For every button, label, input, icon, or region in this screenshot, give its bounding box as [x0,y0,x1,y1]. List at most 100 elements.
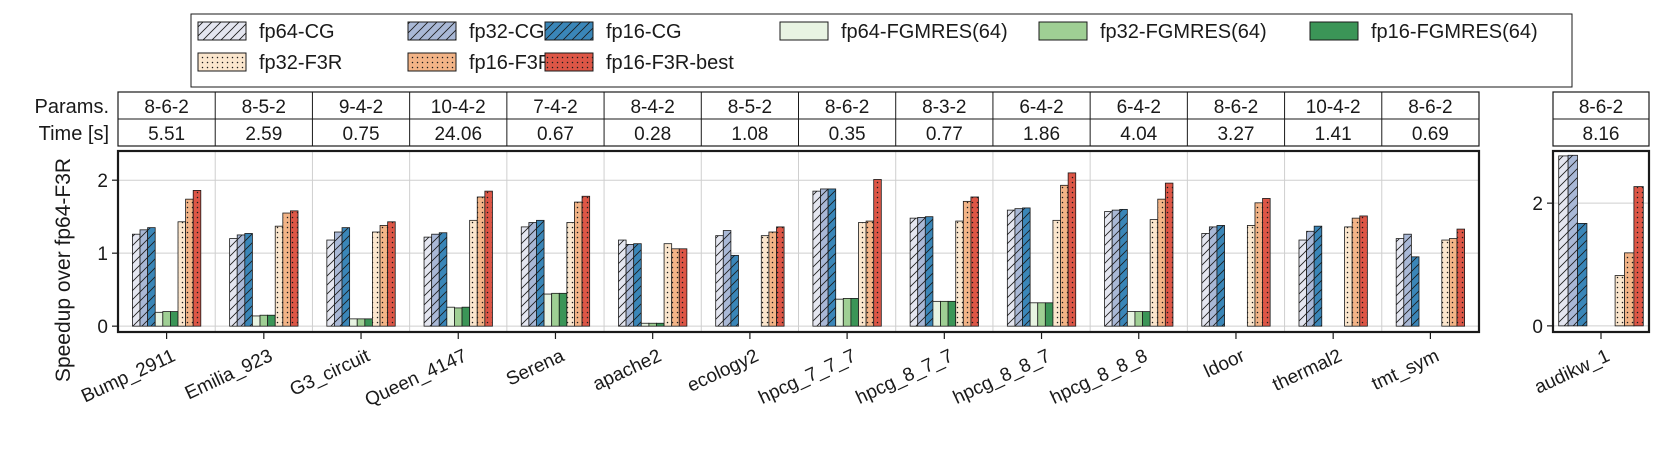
bar-hatch [626,244,634,327]
x-tick-label-apache2: apache2 [590,345,665,395]
bar-hatch [1150,219,1158,327]
bar-group-apache2 [618,239,688,327]
bar-group-ldoor [1201,198,1271,327]
bar-hatch [618,240,627,327]
params-time-table: Params. Time [s] 8-6-2 5.51 8-5-2 2.59 9-4-2 0.… [35,91,1650,147]
legend-swatch-hatch [408,53,456,71]
legend-label: fp16-F3R-best [606,52,734,74]
bar-fp16-fgmres-64 [947,300,957,327]
x-tick-label-hpcg-7-7-7: hpcg_7_7_7 [756,345,860,408]
legend-item-fp32-cg: fp32-CG [407,21,545,43]
legend-item-fp64-fgmres-64: fp64-FGMRES(64) [779,21,1008,43]
bar-hatch [1344,226,1353,327]
params-cell: 6-4-2 [1117,97,1161,118]
bar-hatch [664,243,672,327]
bar-hatch [1411,256,1419,327]
bar-hatch [1068,172,1076,327]
legend-swatch-hatch [198,53,246,71]
bar-hatch [866,221,874,327]
bar-fp64-fgmres-64 [1029,302,1039,327]
bar-hatch [1577,223,1587,326]
y-tick-label: 2 [1532,194,1543,215]
legend-label: fp32-F3R [259,52,342,74]
legend-label: fp16-CG [606,21,682,43]
bar-hatch [910,218,918,327]
bar-hatch [477,196,485,327]
bar-fp16-fgmres-64 [170,311,179,327]
params-cell: 9-4-2 [339,97,383,118]
legend-label: fp32-CG [469,21,545,43]
y-tick-label: 0 [97,317,108,338]
bar-fp64-fgmres-64 [252,315,261,327]
legend-label: fp64-FGMRES(64) [841,21,1008,43]
bar-hatch [1298,240,1307,327]
bar-fp16-fgmres-64 [1142,311,1151,327]
bar-hatch [1352,218,1360,327]
bar-fp64-fgmres-64 [1126,311,1136,327]
bar-hatch [1615,275,1625,326]
bar-hatch [1022,207,1031,327]
bar-hatch [761,235,769,327]
bar-fp32-fgmres-64 [551,292,560,327]
bar-hatch [431,234,440,327]
bar-hatch [1201,233,1210,327]
bar-hatch [1254,202,1263,327]
bar-group-hpcg-7-7-7 [812,179,882,327]
bar-hatch [372,232,381,327]
bar-hatch [290,210,299,327]
table-main: 8-6-2 5.51 8-5-2 2.59 9-4-2 0.75 10-4-2 24.06 7-… [117,91,1480,147]
bar-hatch [424,237,432,327]
params-cell: 8-6-2 [1579,97,1623,118]
legend-swatch [779,21,829,41]
bar-hatch [1262,198,1271,327]
params-cell: 10-4-2 [431,97,486,118]
time-row-label: Time [s] [39,123,109,145]
bar-hatch [633,243,642,327]
bar-hatch [1396,238,1404,327]
bar-hatch [1060,185,1069,327]
bar-fp16-fgmres-64 [850,298,859,327]
bar-hatch [1112,210,1120,327]
bar-hatch [730,255,739,327]
legend-label: fp32-FGMRES(64) [1100,21,1267,43]
bar-group-g3-circuit [326,221,396,327]
time-cell: 4.04 [1120,124,1157,145]
bar-fp16-fgmres-64 [1044,302,1054,327]
bar-hatch [574,202,583,327]
x-tick-label-hpcg-8-7-7: hpcg_8_7_7 [853,345,957,408]
bar-hatch [858,222,867,327]
bar-hatch [955,221,964,327]
bar-hatch [334,232,343,327]
legend-item-fp64-cg: fp64-CG [197,21,335,43]
bar-hatch [1216,225,1225,327]
y-tick-label: 1 [97,244,108,265]
bar-fp32-fgmres-64 [454,307,463,327]
bar-hatch [1209,226,1217,327]
bar-hatch [970,196,979,327]
bar-hatch [1403,234,1412,327]
params-cell: 7-4-2 [533,97,577,118]
time-cell: 5.51 [148,124,185,145]
x-tick-label-audikw-1: audikw_1 [1531,345,1613,398]
bar-hatch [1456,229,1465,327]
legend-swatch-hatch [545,53,593,71]
bar-fp32-fgmres-64 [648,322,657,327]
x-tick-label-hpcg-8-8-7: hpcg_8_8_7 [950,345,1054,408]
params-row-label: Params. [35,96,109,118]
bar-hatch [566,222,575,327]
plot-area: 0 1 2 Bump_2911 Emilia_923 G3_circuitQueen_41… [78,149,1651,411]
bar-hatch [1052,220,1061,327]
bar-group-bump-2911 [132,190,202,327]
bar-group-thermal2 [1298,215,1368,327]
bar-group-hpcg-8-8-8 [1104,182,1174,327]
bar-fp64-fgmres-64 [154,311,164,327]
bar-hatch [715,235,724,327]
bar-hatch [1633,186,1644,326]
bar-hatch [178,221,186,327]
bar-hatch [387,221,396,327]
legend-item-fp16-cg: fp16-CG [544,21,682,43]
bar-hatch [582,196,590,327]
legend-swatch [1038,21,1088,41]
legend-label: fp16-F3R [469,52,552,74]
